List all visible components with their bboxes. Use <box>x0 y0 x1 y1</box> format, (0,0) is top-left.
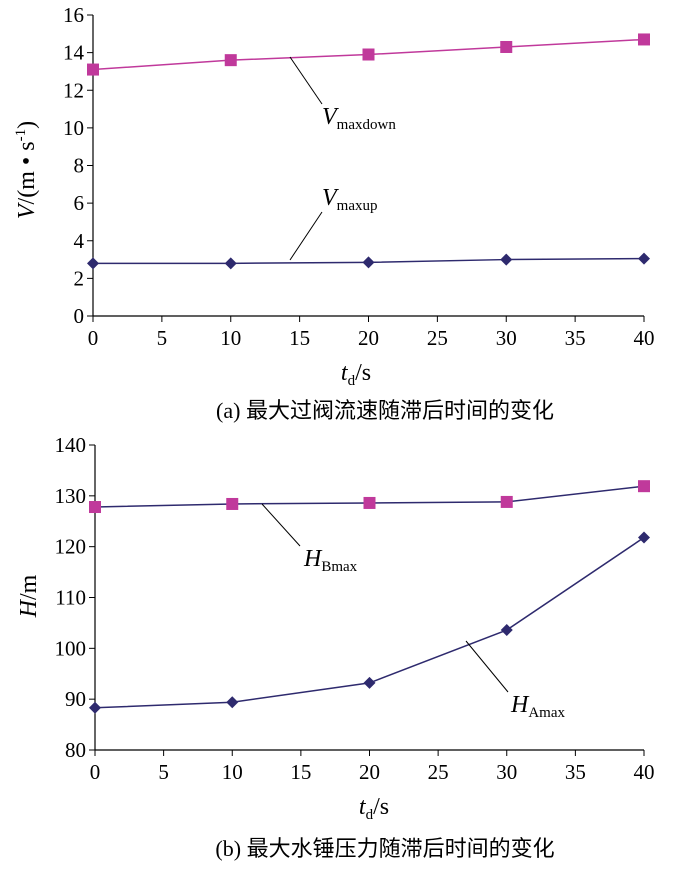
chart-b-caption: (b) 最大水锤压力随滞后时间的变化 <box>215 836 554 861</box>
y-tick-label: 90 <box>65 687 86 711</box>
y-tick-label: 110 <box>55 586 86 610</box>
x-tick-label: 25 <box>427 326 448 350</box>
x-tick-label: 20 <box>358 326 379 350</box>
x-tick-label: 25 <box>428 760 449 784</box>
x-tick-label: 15 <box>289 326 310 350</box>
x-tick-label: 15 <box>290 760 311 784</box>
x-tick-label: 40 <box>634 760 655 784</box>
data-point-Amax <box>500 624 513 637</box>
data-point-Bmax <box>638 480 650 493</box>
data-point-Amax <box>226 696 239 709</box>
data-point-Bmax <box>500 495 513 508</box>
y-tick-label: 80 <box>65 738 86 762</box>
chart-a: 0 2 4 6 8 10 12 14 16 0 5 10 15 20 25 30 35 40 V/(m • s-1… <box>13 3 655 423</box>
data-point-Amax <box>89 701 101 714</box>
chart-b-x-axis-label: td/s <box>359 794 389 823</box>
y-tick-label: 10 <box>63 116 84 140</box>
x-tick-label: 30 <box>496 760 517 784</box>
data-point-maxup <box>638 252 650 265</box>
data-point-maxdown <box>638 33 650 46</box>
series-label-leader-amax <box>465 640 509 693</box>
data-point-maxdown <box>362 48 375 61</box>
y-tick-label: 6 <box>74 191 85 215</box>
series-label-leader-bmax <box>261 503 301 547</box>
x-tick-label: 5 <box>158 760 169 784</box>
x-tick-label: 30 <box>496 326 517 350</box>
series-label-leader-maxup <box>289 211 323 261</box>
data-point-Amax <box>638 531 650 544</box>
chart-a-x-axis-label: td/s <box>341 360 371 389</box>
data-point-maxup <box>500 253 513 266</box>
data-point-Bmax <box>226 497 239 510</box>
data-point-Amax <box>363 676 376 689</box>
chart-a-caption: (a) 最大过阀流速随滞后时间的变化 <box>216 398 554 423</box>
chart-a-y-axis-label: V/(m • s-1) <box>13 121 40 219</box>
x-tick-label: 40 <box>634 326 655 350</box>
chart-b-series <box>89 480 650 714</box>
data-point-maxdown <box>500 40 513 53</box>
x-tick-label: 10 <box>222 760 243 784</box>
series-label-leader-maxdown <box>289 56 323 105</box>
x-tick-label: 10 <box>220 326 241 350</box>
y-tick-label: 4 <box>74 229 85 253</box>
x-tick-label: 20 <box>359 760 380 784</box>
data-point-Bmax <box>89 501 101 514</box>
y-tick-label: 0 <box>74 304 85 328</box>
x-tick-label: 0 <box>90 760 101 784</box>
y-tick-label: 130 <box>55 484 87 508</box>
chart-b-y-axis-label: H/m <box>16 574 42 618</box>
y-tick-label: 140 <box>55 433 87 457</box>
x-tick-label: 5 <box>157 326 168 350</box>
data-point-Bmax <box>363 496 376 509</box>
data-point-maxup <box>224 257 237 270</box>
y-tick-label: 120 <box>55 535 87 559</box>
y-tick-label: 100 <box>55 636 87 660</box>
y-tick-label: 14 <box>63 41 85 65</box>
y-tick-label: 16 <box>63 3 84 27</box>
series-label-bmax: HBmax <box>303 546 358 575</box>
x-tick-label: 35 <box>565 326 586 350</box>
x-tick-label: 0 <box>88 326 99 350</box>
data-point-maxup <box>87 257 99 270</box>
data-point-maxdown <box>224 54 237 67</box>
data-point-maxdown <box>87 63 99 76</box>
chart-a-series <box>87 33 650 270</box>
y-tick-label: 12 <box>63 78 84 102</box>
x-tick-label: 35 <box>565 760 586 784</box>
chart-b-ticks: 80 90 100 110 120 130 140 0 5 10 15 20 25 30 35 40 <box>55 433 655 784</box>
y-tick-label: 8 <box>74 154 85 178</box>
chart-a-ticks: 0 2 4 6 8 10 12 14 16 0 5 10 15 20 25 30 35 40 <box>63 3 655 350</box>
series-label-amax: HAmax <box>510 692 566 721</box>
series-label-maxdown: Vmaxdown <box>322 104 396 133</box>
y-tick-label: 2 <box>74 266 85 290</box>
series-label-maxup: Vmaxup <box>322 185 378 214</box>
data-point-maxup <box>362 256 375 269</box>
